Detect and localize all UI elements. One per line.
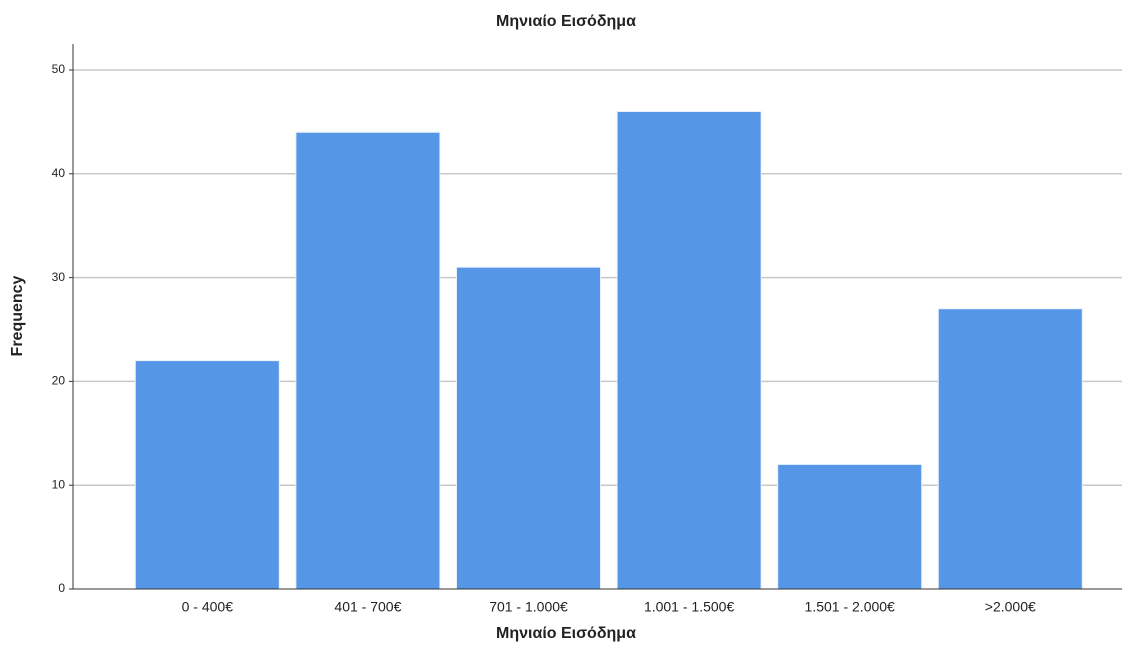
bar [937,308,1083,590]
bar [456,266,601,590]
y-tick-label: 20 [52,374,66,388]
x-tick-label: >2.000€ [985,599,1036,615]
bar [616,111,762,590]
y-tick-label: 10 [52,477,66,491]
x-tick-label: 0 - 400€ [182,599,234,615]
chart-title: Μηνιαίο Εισόδημα [496,13,636,30]
y-tick-label: 40 [52,166,66,180]
bar [295,131,441,590]
x-tick-label: 1.001 - 1.500€ [644,599,735,615]
x-tick-label: 401 - 700€ [334,599,401,615]
x-tick-label: 701 - 1.000€ [489,599,568,615]
x-axis-label: Μηνιαίο Εισόδημα [496,625,636,642]
bar [134,360,280,590]
y-tick-label: 30 [52,270,66,284]
bar [777,463,923,590]
y-axis-label: Frequency [9,275,26,356]
y-tick-label: 50 [52,62,66,76]
x-tick-label: 1.501 - 2.000€ [805,599,896,615]
y-tick-label: 0 [58,581,65,595]
